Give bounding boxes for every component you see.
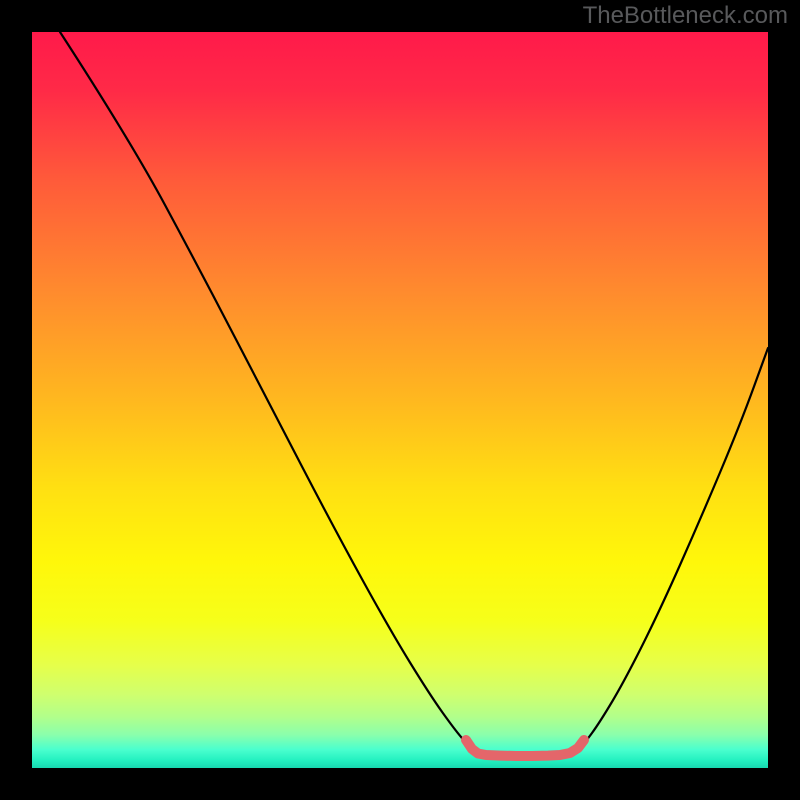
watermark-text: TheBottleneck.com	[583, 2, 788, 30]
chart-container: TheBottleneck.com	[0, 0, 800, 800]
plot-border-left	[0, 0, 32, 800]
plot-border-bottom	[0, 768, 800, 800]
plot-border-right	[768, 0, 800, 800]
plot-gradient-area	[32, 32, 768, 768]
